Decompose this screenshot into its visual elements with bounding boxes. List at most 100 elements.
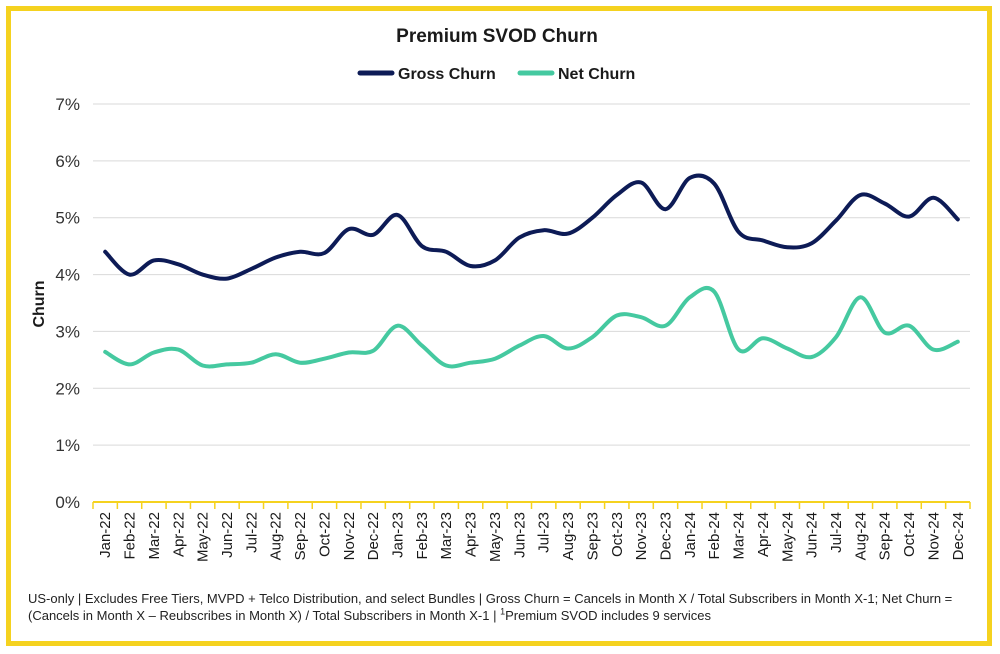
x-tick-label: Apr-23 — [463, 512, 480, 557]
gross-churn-point — [176, 262, 180, 266]
footnote-tail: Premium SVOD includes 9 services — [505, 608, 711, 623]
x-tick-label: Mar-22 — [146, 512, 163, 560]
x-tick-label: Jan-24 — [682, 512, 699, 558]
net-churn-point — [566, 346, 570, 351]
x-tick-label: Jan-23 — [390, 512, 407, 558]
net-churn-point — [322, 357, 327, 361]
x-tick-label: Nov-22 — [341, 512, 358, 560]
gross-churn-point — [810, 241, 814, 245]
net-churn-point — [420, 344, 424, 348]
net-churn-point — [956, 340, 960, 344]
gross-churn-point — [468, 264, 473, 268]
net-churn-point — [127, 362, 132, 367]
net-churn-point — [785, 346, 789, 351]
net-churn-point — [152, 350, 156, 355]
y-tick-label: 1% — [55, 436, 80, 455]
net-churn-point — [444, 363, 448, 368]
x-tick-label: Sep-24 — [877, 512, 894, 560]
x-tick-label: Nov-24 — [925, 512, 942, 560]
chart-title: Premium SVOD Churn — [396, 26, 598, 47]
y-tick-label: 2% — [55, 379, 80, 398]
net-churn-point — [347, 350, 351, 355]
gross-churn-point — [103, 250, 107, 254]
net-churn-point — [761, 336, 765, 340]
x-tick-label: Nov-23 — [633, 512, 650, 560]
net-churn-point — [810, 355, 814, 359]
x-tick-label: Mar-24 — [731, 512, 748, 560]
net-churn-point — [858, 295, 862, 299]
net-churn-point — [274, 352, 278, 356]
gross-churn-point — [834, 218, 838, 223]
net-churn-point — [298, 361, 302, 365]
gross-churn-point — [542, 228, 546, 232]
gross-churn-point — [615, 193, 619, 197]
x-tick-label: May-24 — [779, 512, 796, 562]
gross-churn-point — [274, 255, 278, 260]
x-tick-label: Jul-22 — [243, 512, 260, 553]
gross-churn-point — [395, 213, 400, 217]
gross-churn-point — [493, 258, 497, 262]
y-axis-label: Churn — [31, 280, 48, 327]
x-tick-label: Aug-23 — [560, 512, 577, 560]
x-tick-label: Oct-22 — [316, 512, 333, 557]
gross-churn-point — [712, 182, 716, 186]
y-tick-label: 4% — [55, 266, 80, 285]
gross-churn-point — [566, 232, 570, 236]
net-churn-point — [493, 357, 497, 361]
legend: Gross Churn Net Churn — [357, 66, 635, 83]
x-tick-label: Oct-24 — [901, 512, 918, 557]
y-axis-ticks: 0% 1% 2% 3% 4% 5% 6% 7% — [55, 95, 80, 512]
x-tick-label: Jun-24 — [804, 512, 821, 558]
x-tick-label: Feb-24 — [706, 512, 723, 560]
net-churn-point — [590, 335, 595, 339]
x-tick-label: May-22 — [195, 512, 212, 562]
x-tick-label: Dec-23 — [657, 512, 674, 560]
gross-churn-point — [347, 227, 351, 231]
x-tick-label: Sep-22 — [292, 512, 309, 560]
x-tick-label: May-23 — [487, 512, 504, 562]
net-churn-point — [712, 290, 716, 294]
net-churn-point — [371, 349, 375, 353]
gross-churn-point — [127, 272, 132, 277]
gross-churn-point — [444, 250, 448, 254]
net-churn-point — [395, 324, 400, 328]
net-churn-point — [468, 361, 473, 365]
x-tick-label: Apr-24 — [755, 512, 772, 557]
net-churn-point — [931, 348, 936, 352]
net-churn-point — [883, 330, 887, 335]
x-axis: Jan-22 Feb-22 Mar-22 Apr-22 May-22 Jun-22 Jul-… — [92, 501, 971, 562]
gross-churn-point — [956, 217, 960, 222]
chart-frame — [6, 6, 992, 646]
x-tick-label: Jan-22 — [97, 512, 114, 558]
net-churn-point — [249, 361, 253, 365]
legend-label: Gross Churn — [398, 66, 496, 83]
net-churn-point — [201, 363, 205, 368]
gross-churn-point — [249, 267, 253, 271]
footnote-text: US-only | Excludes Free Tiers, MVPD + Te… — [28, 591, 953, 623]
legend-label: Net Churn — [558, 66, 635, 83]
x-tick-label: Jul-24 — [828, 512, 845, 553]
gross-churn-point — [736, 230, 741, 234]
net-churn-point — [517, 344, 521, 348]
footnote: US-only | Excludes Free Tiers, MVPD + Te… — [28, 590, 968, 624]
gross-churn-point — [639, 180, 643, 185]
net-churn-point — [907, 324, 911, 328]
series-lines — [103, 173, 960, 369]
y-tick-label: 3% — [55, 322, 80, 341]
net-churn-point — [663, 324, 668, 328]
gross-churn-point — [517, 236, 521, 240]
x-tick-label: Dec-24 — [950, 512, 967, 560]
net-churn-line — [103, 286, 960, 369]
gross-churn-point — [298, 250, 302, 254]
gross-churn-point — [420, 244, 424, 248]
footnote-superscript: 1 — [500, 606, 506, 617]
gross-churn-point — [322, 251, 327, 255]
net-churn-point — [688, 295, 692, 299]
gross-churn-point — [858, 193, 862, 197]
x-tick-label: Sep-23 — [584, 512, 601, 560]
net-churn-point — [176, 348, 180, 352]
x-tick-label: Oct-23 — [609, 512, 626, 557]
x-tick-label: Jun-22 — [219, 512, 236, 558]
net-churn-point — [615, 313, 619, 318]
